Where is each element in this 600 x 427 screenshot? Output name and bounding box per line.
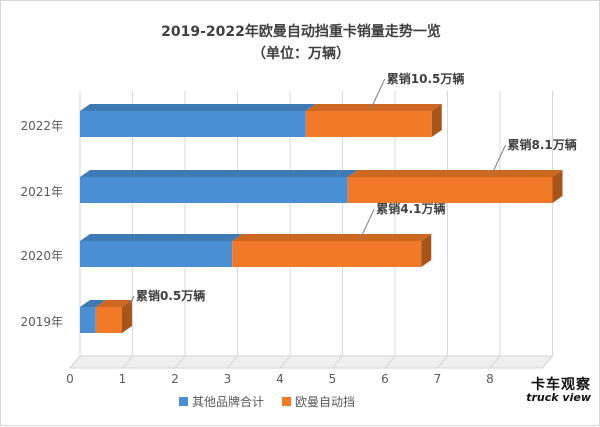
bar-top-face — [232, 234, 432, 241]
y-category-label: 2020年 — [20, 249, 63, 263]
floor-edge — [69, 355, 81, 369]
x-tick-label: 3 — [224, 372, 232, 386]
bar-segment — [80, 111, 306, 137]
bar-segment — [80, 177, 348, 203]
gridline-floor — [227, 355, 238, 369]
bar-top-face — [347, 170, 563, 177]
bar-side-face — [552, 170, 563, 203]
gridline-floor — [384, 355, 396, 369]
x-tick-label: 1 — [119, 372, 127, 386]
bar-top-face — [80, 170, 358, 177]
bar-top-face — [305, 104, 442, 111]
annotation-leader — [370, 78, 386, 110]
bar-segment — [80, 241, 233, 267]
gridline-floor — [122, 355, 133, 369]
watermark-logo: 卡车观察 truck view — [526, 378, 591, 403]
x-tick-label: 5 — [329, 372, 337, 386]
bar-side-face — [122, 300, 132, 333]
bar-top-face — [95, 300, 132, 307]
chart-title: 2019-2022年欧曼自动挡重卡销量走势一览 — [161, 24, 441, 40]
bar-top-face — [80, 300, 106, 307]
annotation-leader — [491, 144, 506, 176]
x-tick-label: 6 — [381, 372, 389, 386]
gridline-floor — [174, 355, 186, 369]
bar-top-face — [80, 104, 316, 111]
annotation-leader — [359, 208, 375, 240]
legend-label: 欧曼自动挡 — [295, 395, 355, 409]
bar-side-face — [421, 234, 432, 267]
gridline-floor — [437, 355, 448, 369]
annotation-leader — [129, 295, 135, 306]
gridline-floor — [279, 355, 291, 369]
bar-segment — [95, 307, 122, 333]
annotation-label: 累销0.5万辆 — [136, 288, 205, 303]
annotation-label: 累销4.1万辆 — [376, 201, 445, 216]
y-category-label: 2022年 — [20, 119, 63, 133]
annotation-label: 累销10.5万辆 — [387, 71, 465, 86]
legend-swatch — [179, 397, 188, 406]
annotation-label: 累销8.1万辆 — [508, 137, 577, 152]
chart-floor — [68, 355, 554, 369]
x-tick-label: 4 — [276, 372, 284, 386]
bar-segment — [305, 111, 432, 137]
y-category-label: 2021年 — [20, 185, 63, 199]
watermark-line1: 卡车观察 — [531, 377, 591, 393]
bar-segment — [347, 177, 553, 203]
gridline-floor — [489, 355, 501, 369]
x-tick-label: 7 — [434, 372, 442, 386]
x-tick-label: 8 — [486, 372, 494, 386]
bar-segment — [232, 241, 422, 267]
legend-swatch — [282, 397, 291, 406]
x-tick-label: 0 — [66, 372, 74, 386]
bar-top-face — [80, 234, 243, 241]
bar-segment — [80, 307, 96, 333]
watermark-line2: truck view — [526, 391, 591, 404]
gridline-floor — [332, 355, 343, 369]
y-category-label: 2019年 — [20, 315, 63, 329]
bar-side-face — [431, 104, 442, 137]
x-tick-label: 2 — [171, 372, 179, 386]
chart-subtitle: （单位：万辆） — [252, 46, 350, 62]
legend-label: 其他品牌合计 — [192, 394, 264, 409]
